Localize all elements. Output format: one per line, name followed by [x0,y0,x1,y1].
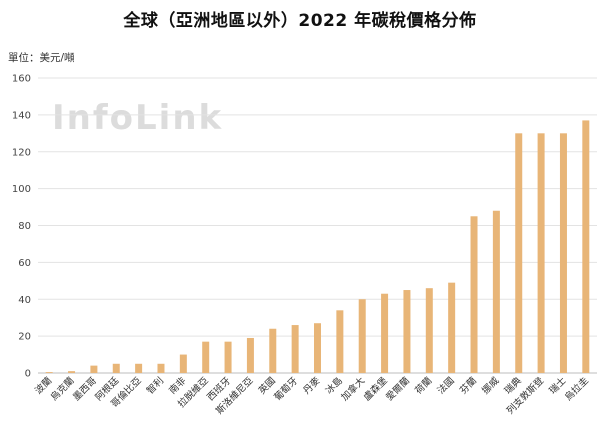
bar [202,341,210,373]
bar [492,210,500,373]
bars [45,120,590,373]
y-axis-ticks: 0 20 40 60 80 100 120 140 160 [12,74,31,380]
y-tick-label: 80 [18,221,31,232]
y-tick-label: 160 [12,74,31,85]
x-category-label: 烏拉圭 [562,375,591,404]
bar [135,363,143,373]
y-tick-label: 100 [12,184,31,195]
x-category-label: 墨西哥 [71,375,99,403]
y-axis-unit-label: 單位：美元/噸 [8,52,75,64]
bar [68,371,76,373]
bar [336,310,344,373]
x-category-label: 烏克蘭 [48,375,77,404]
watermark-logo: InfoLink [52,98,224,138]
bar [448,282,456,373]
y-tick-label: 120 [12,147,31,158]
bar [269,328,277,373]
bar [582,120,590,373]
x-category-label: 葡萄牙 [272,375,301,404]
bar [314,323,321,373]
chart-title: 全球（亞洲地區以外）2022 年碳稅價格分佈 [123,11,477,31]
bar [470,216,478,373]
x-category-label: 芬蘭 [457,375,479,397]
gridlines [38,77,597,374]
bar [425,288,433,373]
x-category-label: 愛爾蘭 [383,375,412,404]
bar [45,372,53,373]
x-category-label: 挪威 [480,374,502,396]
bar [291,325,299,373]
bar [381,293,389,373]
bar [403,290,411,373]
bar [224,341,232,373]
bar [157,363,165,373]
x-category-label: 荷蘭 [412,375,434,397]
bar [559,133,567,373]
y-tick-label: 140 [12,110,31,121]
bar [179,354,187,373]
bar [515,133,523,373]
y-tick-label: 60 [18,258,31,269]
x-category-label: 盧森堡 [361,374,390,403]
x-category-label: 加拿大 [339,374,368,403]
bar [358,299,366,373]
x-category-label: 丹麥 [301,374,323,396]
bar [112,363,120,373]
bar [537,133,545,373]
y-tick-label: 40 [18,295,31,306]
y-tick-label: 0 [25,369,31,380]
y-tick-label: 20 [18,332,31,343]
bar [246,337,254,373]
x-category-label: 法國 [435,375,457,397]
x-category-label: 智利 [144,375,166,397]
bar [90,365,98,373]
